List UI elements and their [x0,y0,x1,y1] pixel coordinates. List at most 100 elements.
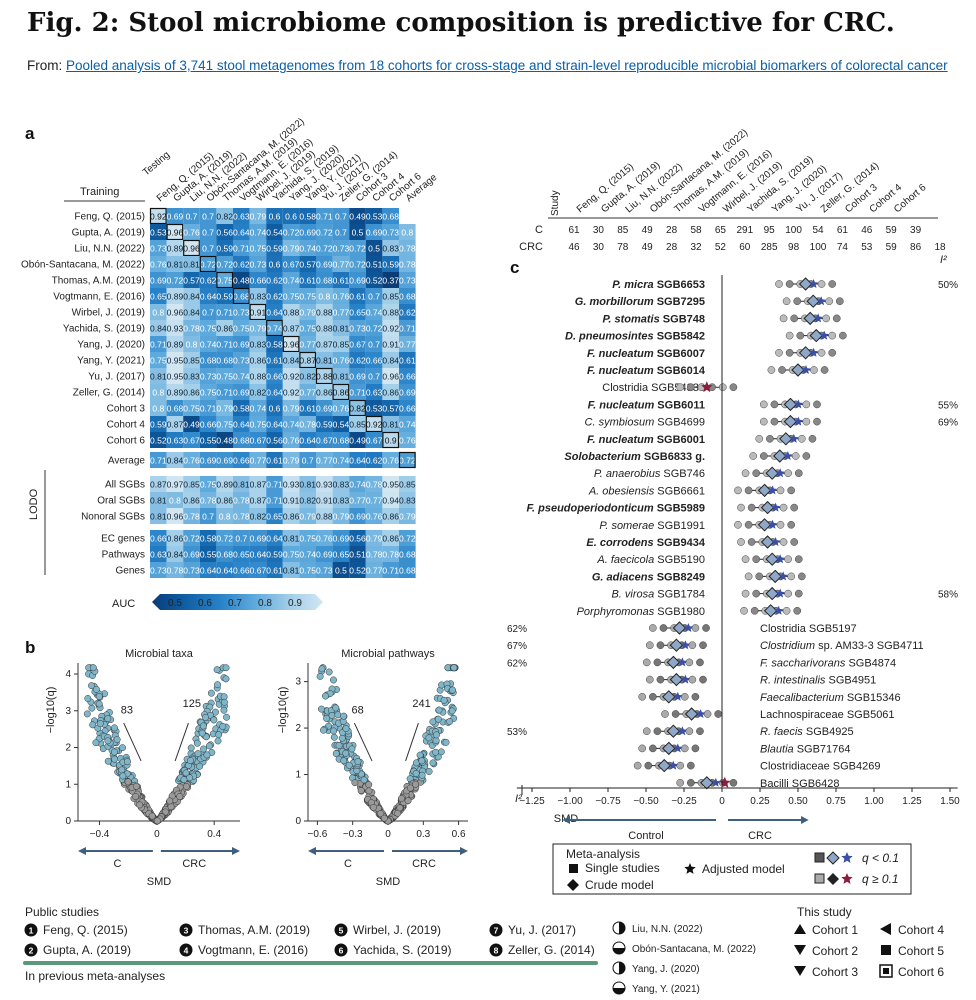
study-point [685,658,694,667]
average-row-cell [299,452,316,468]
row-label: Vogtmann, E. (2016) [53,292,145,303]
avg-row-label: Average [108,456,146,467]
volcano-point [104,737,112,745]
meta-diamond [783,397,798,412]
cohort-row-4-cell [183,272,200,288]
taxon-genus: Faecalibacterium [760,692,847,704]
lodo-row-cell [166,476,184,492]
control-arrowhead [562,816,570,824]
feature-row-value: 0.69 [316,550,333,560]
cohort-row-0-value: 0.49 [349,212,366,222]
cohort-row-12-cell [216,400,233,416]
volcano-point [214,737,222,745]
feature-row-value: 0.72 [183,534,200,544]
cohort-row-12-value: 0.66 [399,404,416,414]
cohort-row-2-cell [332,240,350,256]
cohort-row-8-value: 0.77 [399,340,416,350]
cohort-row-8-cell [150,336,167,352]
study-point [653,727,662,736]
y-tick-label: 4 [65,669,71,680]
lodo-row-value: 0.77 [366,496,383,506]
cohort-row-5-value: 0.8 [318,292,330,302]
cohort-row-8-value: 0.74 [200,340,217,350]
cohort-row-12-value: 0.6 [269,404,281,414]
lodo-row-value: 0.97 [167,480,184,490]
volcano-point [203,751,211,759]
feature-row-cell [399,562,416,578]
cohort-row-5-cell [349,288,366,304]
meta-diamond [757,483,772,498]
lodo-row-cell [199,508,217,524]
taxon-down-label: Lachnospiraceae SGB5061 [760,709,895,721]
taxon-up-label: G. adiacens SGB8249 [592,571,705,583]
cohort-row-3-value: 0.51 [366,260,383,270]
cohort-row-7-cell [382,320,399,336]
cohort-row-1-cell [282,224,300,240]
volcano-point [320,726,327,734]
table-cell: 65 [715,225,727,236]
volcano-point [187,757,194,765]
cohort-row-10-cell [266,368,283,384]
cohort-row-14-cell [299,432,316,448]
cohort-row-0-cell [183,208,200,224]
taxon-genus: A. obesiensis [588,485,657,497]
taxon-sgb: SGB746 [663,468,705,480]
half-symbol-label: Obón-Santacana, M. (2022) [632,944,756,955]
left-arrowhead [308,847,316,855]
taxon-sgb: SGB6011 [657,399,705,411]
right-arrowhead [460,847,468,855]
colorbar-tick: 0.8 [258,598,272,609]
taxon-sgb: SGB5842 [657,331,705,343]
cohort-row-2-value: 0.78 [399,244,416,254]
cohort-row-3-value: 0.78 [399,260,416,270]
cohort-row-7-cell [266,320,283,336]
cohort-row-8-value: 0.85 [333,340,350,350]
volcano-point [342,749,350,757]
cohort-row-10-value: 0.96 [382,372,399,382]
cohort-row-10-value: 0.83 [183,372,200,382]
forest-tick-label: 1.00 [864,796,884,807]
meta-diamond [791,363,805,377]
row-label: Yang, Y. (2021) [77,356,145,367]
testing-label: Testing [141,150,172,179]
cohort-row-1-cell [266,224,283,240]
feature-row-value: 0.71 [382,566,399,576]
cohort-row-7-cell [316,320,333,336]
cohort-row-0-value: 0.69 [167,212,184,222]
cohort-row-9-cell [233,352,250,368]
cohort-row-5-value: 0.84 [183,292,200,302]
taxon-down-label: Clostridiaceae SGB4269 [760,761,880,773]
average-row-cell [365,452,383,468]
study-point [744,572,753,581]
study-point [740,606,748,615]
cohort-row-11-value: 0.86 [333,388,350,398]
taxon-sgb: SGB71764 [797,743,851,755]
adjusted-star [701,381,713,393]
feature-row-value: 0.77 [366,566,383,576]
y-tick-label: 2 [295,723,301,734]
lodo-row-value: 0.83 [333,480,350,490]
taxon-up-label: E. corrodens SGB9434 [586,537,705,549]
cohort-row-2-value: 0.75 [250,244,267,254]
article-link[interactable]: Pooled analysis of 3,741 stool metagenom… [66,58,948,73]
volcano-point [354,758,362,765]
cohort-row-7-value: 0.84 [150,324,167,334]
cohort-row-14-cell [282,432,300,448]
lodo-row-cell [249,476,267,492]
cohort-row-3-cell [349,256,366,272]
taxon-sgb: SGB6014 [657,365,706,377]
feature-row-cell [316,546,333,562]
study-point [817,280,826,288]
taxon-up-label: P. somerae SGB1991 [599,520,705,532]
table-cell: 18 [934,242,946,253]
cohort-row-12-value: 0.8 [152,404,164,414]
meta-diamond [662,741,676,756]
taxon-sgb: SGB6661 [657,485,705,497]
cohort-row-7-value: 0.93 [167,324,184,334]
cohort-row-11-cell [233,384,250,400]
cohort-row-12-cell [332,400,350,416]
feature-row-value: 0.63 [150,550,167,560]
cohort-label: Cohort 1 [812,923,858,937]
cohort-row-2-cell [183,240,200,256]
feature-row-value: 0.69 [250,534,267,544]
